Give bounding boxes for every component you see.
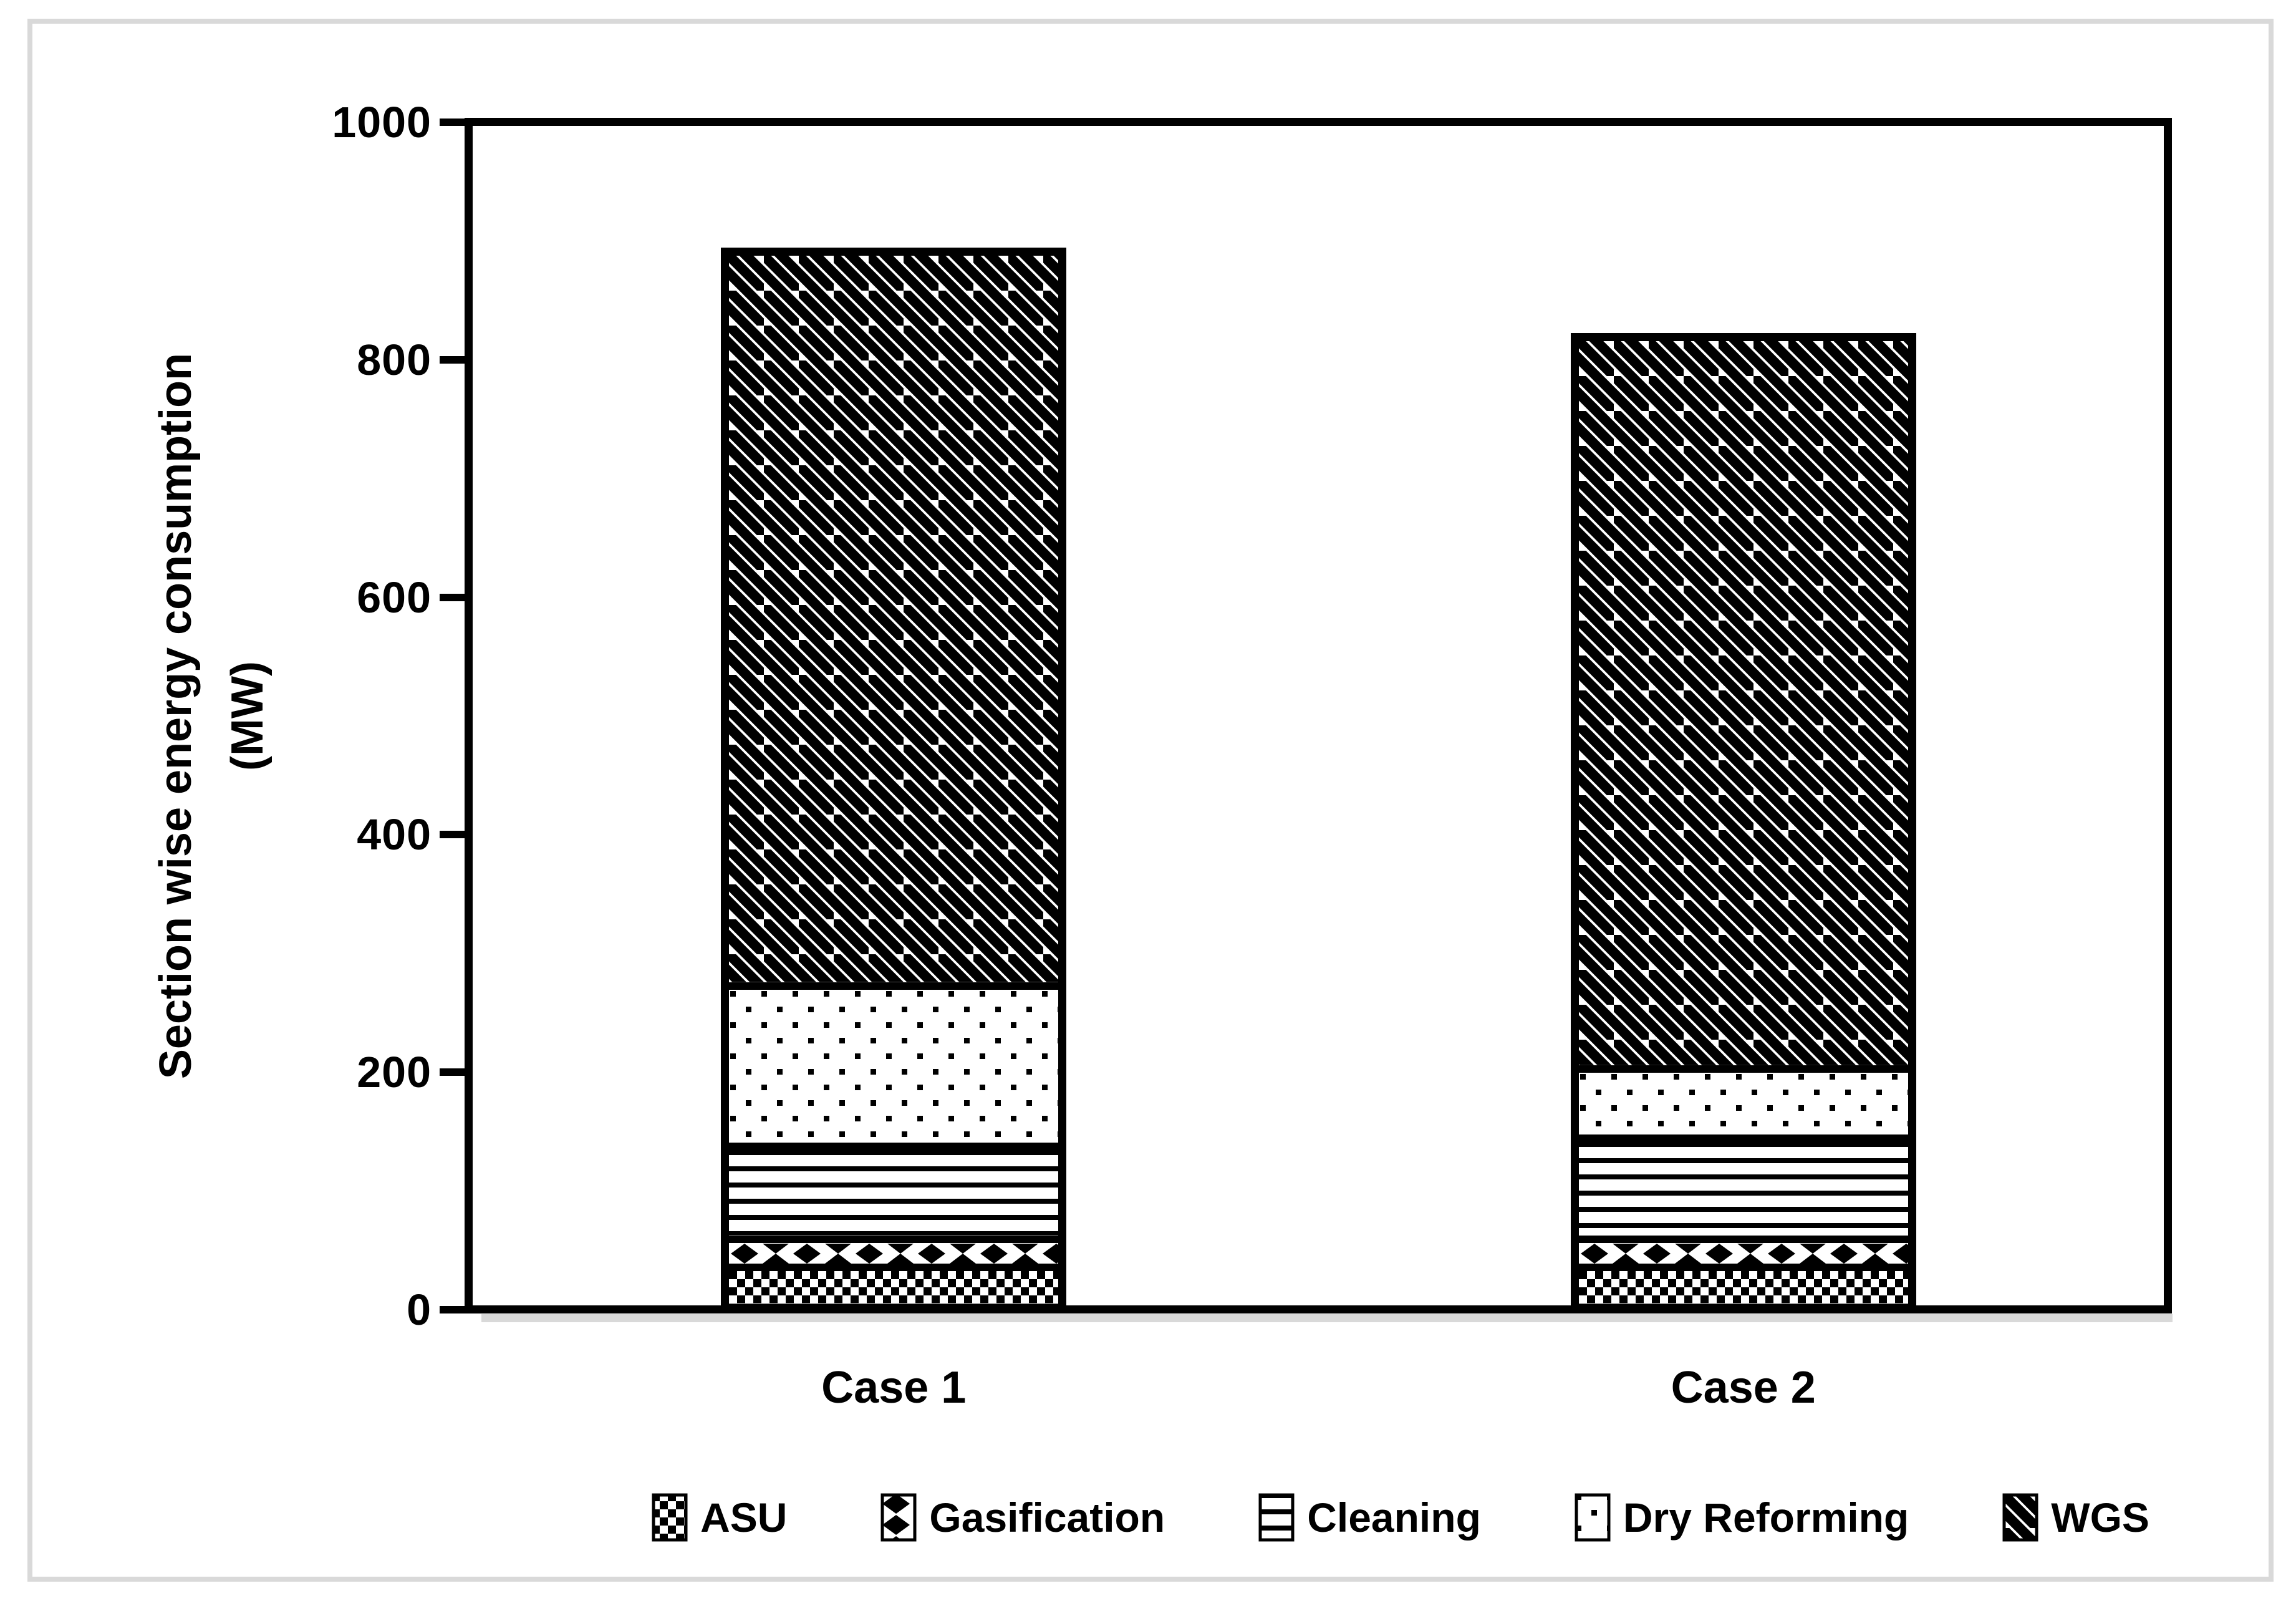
stacked-bar-case-1 bbox=[721, 248, 1067, 1312]
diamond-hourglass-pattern bbox=[729, 1242, 1059, 1264]
legend-item-cleaning: Cleaning bbox=[1258, 1493, 1481, 1542]
y-tick-label: 800 bbox=[357, 335, 432, 384]
y-tick-mark bbox=[440, 593, 469, 601]
sparse-dots-pattern bbox=[1578, 1073, 1908, 1134]
horizontal-lines-pattern bbox=[729, 1150, 1059, 1236]
segment-wgs bbox=[1575, 337, 1912, 1070]
segment-cleaning bbox=[725, 1146, 1063, 1239]
legend-item-dry-reforming: Dry Reforming bbox=[1575, 1493, 1909, 1542]
y-tick-label: 0 bbox=[407, 1285, 432, 1334]
legend-swatch-diagonal-stripes bbox=[2002, 1493, 2038, 1542]
stacked-bar-case-2 bbox=[1570, 333, 1916, 1312]
legend-label: WGS bbox=[2051, 1494, 2149, 1541]
y-axis-title: Section wise energy consumption (MW) bbox=[140, 92, 284, 1340]
segment-gasification bbox=[725, 1239, 1063, 1268]
legend-label: Gasification bbox=[929, 1494, 1165, 1541]
legend-label: Cleaning bbox=[1307, 1494, 1481, 1541]
legend-swatch-diamond-hourglass bbox=[880, 1493, 917, 1542]
segment-cleaning bbox=[1575, 1138, 1912, 1239]
category-label: Case 2 bbox=[1671, 1363, 1816, 1413]
y-tick-mark bbox=[440, 831, 469, 839]
segment-asu bbox=[1575, 1267, 1912, 1308]
checkerboard-pattern bbox=[1578, 1271, 1908, 1304]
segment-dry-reforming bbox=[1575, 1069, 1912, 1138]
segment-dry-reforming bbox=[725, 986, 1063, 1147]
category-label: Case 1 bbox=[821, 1363, 967, 1413]
legend-label: Dry Reforming bbox=[1623, 1494, 1909, 1541]
legend: ASU Gasification Cleaning Dry Reforming WGS bbox=[555, 1483, 2246, 1552]
axis-shadow bbox=[481, 1314, 2173, 1322]
y-tick-mark bbox=[440, 356, 469, 364]
horizontal-lines-pattern bbox=[1578, 1141, 1908, 1236]
sparse-dots-pattern bbox=[729, 990, 1059, 1143]
legend-label: ASU bbox=[700, 1494, 788, 1541]
legend-swatch-sparse-dots bbox=[1575, 1493, 1611, 1542]
y-tick-mark bbox=[440, 1306, 469, 1313]
segment-gasification bbox=[1575, 1239, 1912, 1268]
y-tick-label: 200 bbox=[357, 1048, 432, 1097]
segment-wgs bbox=[725, 252, 1063, 987]
y-tick-mark bbox=[440, 1068, 469, 1076]
diagonal-stripes-pattern bbox=[1578, 341, 1908, 1066]
y-tick-label: 400 bbox=[357, 810, 432, 859]
diagonal-stripes-pattern bbox=[729, 256, 1059, 983]
legend-item-asu: ASU bbox=[652, 1493, 787, 1542]
y-axis-title-line2: (MW) bbox=[223, 661, 273, 771]
legend-swatch-checkerboard bbox=[652, 1493, 688, 1542]
legend-item-wgs: WGS bbox=[2002, 1493, 2149, 1542]
y-tick-mark bbox=[440, 119, 469, 126]
legend-item-gasification: Gasification bbox=[880, 1493, 1165, 1542]
diamond-hourglass-pattern bbox=[1578, 1242, 1908, 1264]
segment-asu bbox=[725, 1267, 1063, 1308]
y-tick-label: 600 bbox=[357, 573, 432, 622]
legend-swatch-horizontal-lines bbox=[1258, 1493, 1295, 1542]
y-axis-title-line1: Section wise energy consumption bbox=[151, 352, 201, 1080]
checkerboard-pattern bbox=[729, 1271, 1059, 1304]
y-tick-label: 1000 bbox=[332, 98, 432, 147]
